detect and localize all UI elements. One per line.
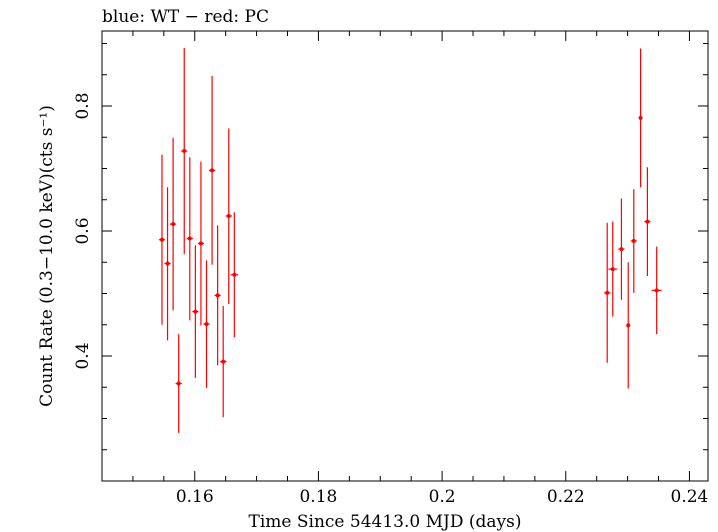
data-point: [181, 47, 188, 255]
y-tick-label: 0.6: [73, 217, 93, 244]
x-axis: 0.16 0.18 0.2 0.22 0.24: [101, 31, 709, 507]
data-point: [618, 198, 625, 300]
chart-title: blue: WT − red: PC: [102, 7, 269, 27]
x-tick-label: 0.18: [299, 487, 337, 507]
point-marker: [215, 293, 220, 298]
point-marker: [187, 236, 192, 241]
data-point: [630, 189, 637, 293]
point-marker: [210, 168, 215, 173]
x-tick-label: 0.16: [176, 487, 214, 507]
data-point: [638, 48, 643, 188]
point-marker: [232, 272, 237, 277]
y-tick-label: 0.4: [73, 342, 93, 369]
point-marker: [226, 214, 231, 218]
x-tick-label: 0.2: [429, 487, 456, 507]
y-axis: 0.4 0.6 0.8: [73, 43, 708, 482]
point-marker: [605, 290, 610, 295]
data-point: [626, 262, 631, 389]
y-axis-label: Count Rate (0.3−10.0 keV)(cts s⁻¹): [37, 105, 57, 407]
data-point: [186, 157, 193, 321]
point-marker: [198, 241, 203, 246]
data-point: [192, 245, 199, 378]
point-marker: [638, 115, 643, 120]
point-marker: [631, 239, 636, 243]
point-marker: [204, 322, 209, 327]
data-point: [214, 225, 221, 366]
point-marker: [610, 267, 615, 272]
point-marker: [159, 237, 164, 242]
data-point: [220, 306, 227, 418]
point-marker: [165, 261, 170, 266]
point-marker: [626, 323, 631, 328]
point-marker: [221, 359, 226, 364]
data-point: [225, 128, 232, 305]
data-point: [197, 161, 205, 326]
data-point: [158, 154, 166, 325]
point-marker: [176, 381, 181, 386]
point-marker: [654, 288, 659, 293]
data-point: [644, 167, 651, 276]
data-point: [230, 212, 239, 338]
x-axis-label: Time Since 54413.0 MJD (days): [249, 512, 522, 532]
data-point: [175, 334, 182, 433]
x-tick-label: 0.24: [671, 487, 709, 507]
data-point: [164, 187, 171, 341]
data-point: [170, 137, 177, 311]
point-marker: [171, 222, 176, 227]
data-point: [208, 76, 216, 265]
data-point: [203, 260, 210, 388]
data-point: [608, 221, 618, 317]
data-point: [651, 246, 662, 335]
point-marker: [619, 247, 624, 252]
point-marker: [193, 309, 198, 314]
x-tick-label: 0.22: [547, 487, 585, 507]
data-point: [604, 222, 611, 363]
point-marker: [645, 219, 650, 224]
point-marker: [182, 149, 187, 153]
data-points: [158, 47, 662, 433]
plot-frame: [101, 30, 709, 482]
y-tick-label: 0.8: [73, 92, 93, 119]
